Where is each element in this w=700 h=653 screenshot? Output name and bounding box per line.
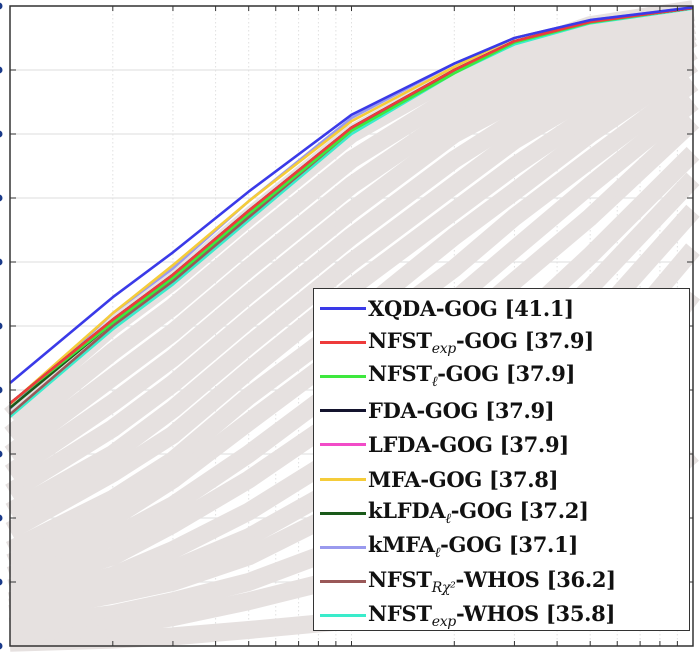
legend-item: XQDA-GOG [41.1] [320, 291, 689, 325]
legend-item: NFSTexp-GOG [37.9] [320, 325, 689, 359]
legend-label-subscript: ℓ [445, 511, 451, 528]
legend-label-suffix: -WHOS [36.2] [455, 567, 616, 592]
y-tick-label-fragment [0, 450, 3, 458]
legend-item: kMFAℓ-GOG [37.1] [320, 530, 689, 564]
legend-label-subscript: Rχ² [431, 580, 456, 597]
y-tick-label-fragment [0, 2, 3, 10]
legend-label: LFDA-GOG [37.9] [368, 432, 569, 457]
legend-label-suffix: -WHOS [35.8] [455, 601, 616, 627]
legend-item: MFA-GOG [37.8] [320, 462, 689, 496]
legend-label: NFSTℓ-GOG [37.9] [368, 361, 575, 391]
y-tick-label-fragment [0, 578, 3, 586]
y-tick-label-fragment [0, 322, 3, 330]
background-series-line [8, 10, 694, 437]
legend-swatch [320, 340, 366, 344]
legend-label-subscript: exp [431, 340, 457, 357]
legend-label: FDA-GOG [37.9] [368, 398, 555, 424]
background-series-line [8, 16, 694, 456]
series-line [9, 6, 694, 405]
legend-label-suffix: -GOG [37.9] [455, 327, 594, 353]
y-tick-label-fragment [0, 514, 3, 522]
legend-label: XQDA-GOG [41.1] [368, 296, 574, 321]
legend-label-main: NFST [368, 601, 432, 627]
legend-label: MFA-GOG [37.8] [368, 466, 559, 492]
legend-label-main: LFDA-GOG [37.9] [368, 432, 569, 458]
legend-label-main: kMFA [368, 532, 435, 558]
legend-label-suffix: -GOG [37.9] [437, 361, 576, 387]
legend-item: FDA-GOG [37.9] [320, 394, 689, 428]
legend-swatch [320, 443, 366, 447]
legend-label-main: FDA-GOG [37.9] [368, 398, 555, 424]
background-series-line [8, 23, 694, 475]
legend-label: NFSTexp-WHOS [35.8] [368, 601, 615, 630]
y-tick-label-fragment [0, 194, 3, 202]
y-tick-label-fragment [0, 386, 3, 394]
legend-item: NFSTℓ-GOG [37.9] [320, 359, 689, 393]
legend-swatch [320, 580, 366, 584]
series-line [9, 6, 694, 384]
legend-label-subscript: exp [431, 614, 457, 631]
legend-swatch [320, 614, 366, 618]
legend-item: kLFDAℓ-GOG [37.2] [320, 496, 689, 530]
legend-swatch [320, 511, 366, 515]
legend-label: NFSTRχ²-WHOS [36.2] [368, 567, 616, 596]
legend-label-subscript: ℓ [434, 545, 441, 562]
legend-label-suffix: -GOG [37.1] [440, 532, 579, 558]
legend-label-suffix: -GOG [37.2] [450, 498, 589, 524]
background-series-line [9, 49, 695, 533]
legend-swatch [320, 545, 366, 549]
legend-swatch [320, 374, 366, 378]
y-tick-label-fragment [0, 642, 3, 650]
legend-label-main: NFST [368, 361, 432, 387]
legend-item: NFSTexp-WHOS [35.8] [320, 599, 689, 633]
y-tick-label-fragment [0, 258, 3, 266]
legend-label: NFSTexp-GOG [37.9] [368, 328, 594, 357]
legend-label: kMFAℓ-GOG [37.1] [368, 532, 578, 562]
legend-label-main: NFST [368, 327, 432, 353]
legend-swatch [320, 477, 366, 481]
legend-swatch [320, 306, 366, 310]
legend-label-main: XQDA-GOG [41.1] [368, 295, 574, 321]
background-series-line [8, 29, 694, 495]
y-tick-label-fragment [0, 66, 3, 74]
legend-swatch [320, 409, 366, 413]
legend-label-main: kLFDA [368, 498, 446, 524]
legend-item: LFDA-GOG [37.9] [320, 428, 689, 462]
legend: XQDA-GOG [41.1] NFSTexp-GOG [37.9] NFSTℓ-G… [313, 288, 690, 631]
legend-label: kLFDAℓ-GOG [37.2] [368, 498, 589, 528]
y-tick-label-fragment [0, 130, 3, 138]
legend-label-subscript: ℓ [431, 374, 438, 391]
legend-label-main: NFST [368, 567, 432, 592]
legend-label-main: MFA-GOG [37.8] [368, 466, 559, 492]
background-series-line [9, 36, 694, 514]
legend-item: NFSTRχ²-WHOS [36.2] [320, 565, 689, 599]
